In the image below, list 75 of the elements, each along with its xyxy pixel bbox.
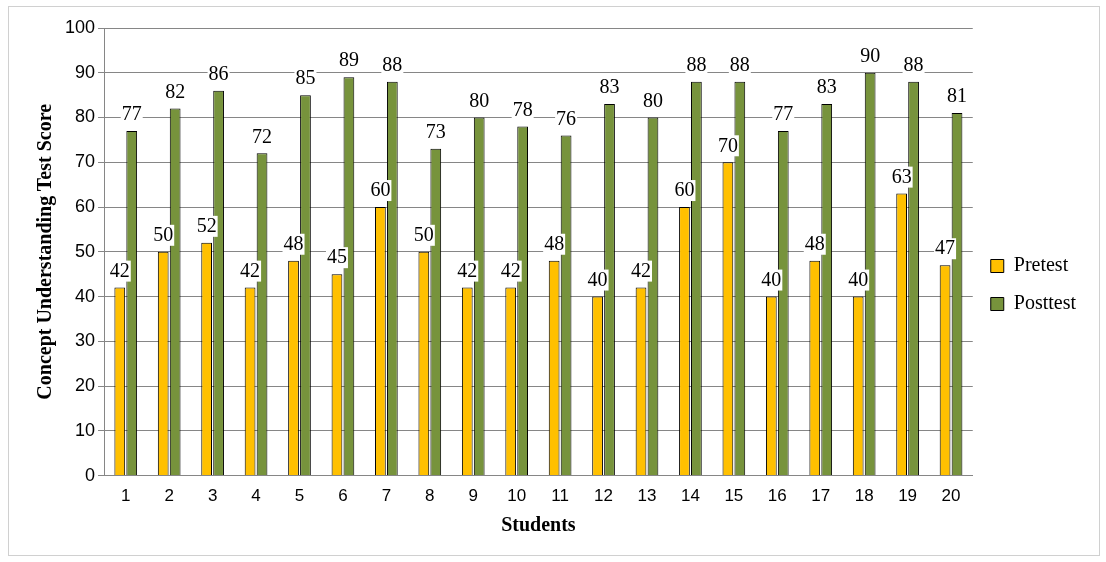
y-tick-label: 0 — [85, 464, 96, 485]
y-tick-label: 20 — [75, 375, 96, 396]
y-tick-label: 60 — [75, 196, 96, 217]
data-label: 88 — [382, 52, 403, 75]
y-tick-label: 30 — [75, 330, 96, 351]
x-tick-label: 8 — [425, 485, 435, 505]
data-label: 50 — [153, 223, 174, 246]
y-tick-label: 100 — [64, 16, 96, 37]
x-tick-label: 14 — [680, 485, 700, 505]
y-tick-label: 10 — [75, 419, 96, 440]
data-label: 80 — [469, 88, 490, 111]
x-tick-label: 3 — [207, 485, 218, 505]
data-label: 77 — [773, 102, 794, 125]
data-label: 48 — [544, 232, 565, 254]
x-tick-label: 6 — [338, 485, 348, 505]
data-label: 60 — [674, 178, 695, 201]
data-label: 48 — [804, 232, 825, 254]
x-tick-label: 13 — [637, 485, 657, 505]
data-label: 42 — [500, 258, 521, 281]
x-tick-label: 7 — [381, 485, 392, 505]
x-tick-label: 5 — [294, 485, 305, 505]
data-label: 83 — [599, 75, 620, 98]
legend-label: Posttest — [1013, 291, 1077, 314]
data-label: 40 — [848, 267, 869, 290]
data-label: 83 — [816, 75, 837, 98]
data-label: 73 — [425, 120, 446, 143]
y-tick-label: 50 — [75, 240, 96, 261]
data-label: 85 — [295, 66, 316, 89]
x-tick-label: 2 — [164, 485, 174, 505]
data-label: 45 — [326, 245, 347, 268]
x-tick-label: 17 — [811, 485, 831, 505]
data-label: 42 — [457, 258, 478, 281]
x-tick-label: 4 — [251, 485, 261, 505]
y-axis-title: Concept Understanding Test Score — [33, 103, 57, 400]
data-label: 40 — [761, 267, 782, 290]
data-label: 81 — [947, 84, 968, 107]
data-label: 76 — [556, 106, 577, 129]
data-label: 70 — [717, 133, 738, 156]
y-tick-label: 90 — [75, 61, 96, 82]
data-label: 60 — [370, 178, 391, 201]
data-label: 90 — [860, 44, 881, 67]
y-tick-label: 80 — [75, 106, 96, 127]
data-label: 63 — [891, 164, 912, 187]
data-label: 72 — [252, 124, 273, 147]
data-label: 86 — [208, 61, 229, 84]
legend-label: Pretest — [1013, 253, 1069, 276]
data-label: 88 — [903, 52, 924, 75]
data-label: 82 — [165, 79, 186, 102]
x-tick-label: 20 — [941, 485, 961, 505]
data-label: 42 — [240, 258, 261, 281]
data-label: 42 — [109, 258, 130, 281]
data-label: 48 — [283, 232, 304, 254]
data-label: 88 — [729, 52, 750, 75]
x-tick-label: 15 — [724, 485, 744, 505]
x-tick-label: 11 — [551, 485, 569, 505]
x-tick-label: 18 — [854, 485, 874, 505]
x-tick-label: 19 — [898, 485, 918, 505]
data-label: 42 — [631, 258, 652, 281]
data-label: 77 — [121, 102, 142, 125]
y-tick-label: 70 — [75, 151, 96, 172]
x-tick-label: 10 — [507, 485, 527, 505]
data-label: 50 — [413, 223, 434, 246]
data-label: 47 — [935, 236, 956, 259]
data-label: 78 — [512, 97, 533, 120]
data-label: 40 — [587, 267, 608, 290]
data-label: 80 — [642, 88, 663, 111]
x-tick-label: 9 — [468, 485, 478, 505]
data-label: 89 — [338, 48, 359, 71]
data-label: 88 — [686, 52, 707, 75]
x-tick-label: 1 — [121, 485, 131, 505]
y-tick-label: 40 — [75, 285, 96, 306]
x-tick-label: 12 — [594, 485, 614, 505]
x-axis-title: Students — [501, 513, 576, 536]
x-tick-label: 16 — [767, 485, 787, 505]
data-label: 52 — [196, 214, 217, 237]
